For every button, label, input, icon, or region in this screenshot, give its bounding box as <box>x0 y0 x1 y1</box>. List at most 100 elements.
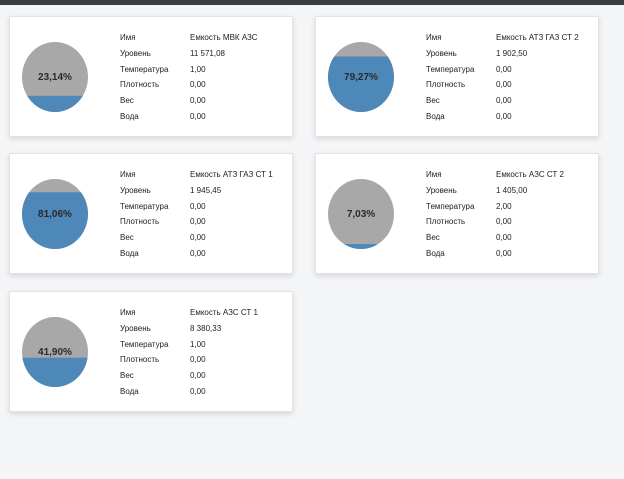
label-level: Уровень <box>426 185 457 195</box>
row-density: Плотность 0,00 <box>426 214 596 230</box>
tank-card: 81,06% Имя Емкость АТЗ ГАЗ СТ 1 Уровень 1 … <box>9 153 293 274</box>
value-temperature: 2,00 <box>496 201 512 211</box>
tank-card: 7,03% Имя Емкость АЗС СТ 2 Уровень 1 405,0… <box>315 153 599 274</box>
top-bar <box>0 0 624 5</box>
label-density: Плотность <box>426 217 466 227</box>
label-level: Уровень <box>426 48 457 58</box>
row-water: Вода 0,00 <box>426 246 596 262</box>
label-temperature: Температура <box>120 201 169 211</box>
row-water: Вода 0,00 <box>120 384 290 400</box>
row-level: Уровень 8 380,33 <box>120 321 290 337</box>
value-level: 1 945,45 <box>190 185 222 195</box>
label-water: Вода <box>426 111 445 121</box>
row-temperature: Температура 1,00 <box>120 62 290 78</box>
label-temperature: Температура <box>120 339 169 349</box>
value-level: 1 902,50 <box>496 48 528 58</box>
label-name: Имя <box>120 308 136 317</box>
label-water: Вода <box>120 386 139 396</box>
label-weight: Вес <box>426 96 440 106</box>
value-temperature: 1,00 <box>190 339 206 349</box>
row-density: Плотность 0,00 <box>120 214 290 230</box>
tank-card: 79,27% Имя Емкость АТЗ ГАЗ СТ 2 Уровень 1 … <box>315 16 599 137</box>
label-name: Имя <box>120 170 136 179</box>
tank-level-gauge: 79,27% <box>328 42 394 112</box>
tank-card: 23,14% Имя Емкость МВК АЗС Уровень 11 571,… <box>9 16 293 137</box>
row-name: Имя Емкость АТЗ ГАЗ СТ 2 <box>426 30 596 46</box>
label-water: Вода <box>120 111 139 121</box>
value-name: Емкость АТЗ ГАЗ СТ 2 <box>496 33 579 42</box>
row-density: Плотность 0,00 <box>120 352 290 368</box>
gauge-fill-level <box>328 244 394 249</box>
value-weight: 0,00 <box>496 96 512 106</box>
value-water: 0,00 <box>496 111 512 121</box>
row-name: Имя Емкость АЗС СТ 2 <box>426 167 596 183</box>
gauge-empty-area <box>328 179 394 249</box>
row-density: Плотность 0,00 <box>426 77 596 93</box>
row-water: Вода 0,00 <box>426 109 596 125</box>
value-water: 0,00 <box>190 248 206 258</box>
value-density: 0,00 <box>496 80 512 90</box>
tank-percent-label: 7,03% <box>346 208 376 220</box>
row-temperature: Температура 2,00 <box>426 199 596 215</box>
label-weight: Вес <box>120 371 134 381</box>
row-level: Уровень 11 571,08 <box>120 46 290 62</box>
gauge-empty-area <box>22 42 88 112</box>
row-weight: Вес 0,00 <box>426 230 596 246</box>
row-name: Имя Емкость АЗС СТ 1 <box>120 305 290 321</box>
label-water: Вода <box>426 248 445 258</box>
label-name: Имя <box>426 170 442 179</box>
value-name: Емкость МВК АЗС <box>190 33 258 42</box>
row-water: Вода 0,00 <box>120 246 290 262</box>
label-density: Плотность <box>120 355 160 365</box>
value-water: 0,00 <box>190 386 206 396</box>
value-level: 11 571,08 <box>190 48 225 58</box>
value-weight: 0,00 <box>190 371 206 381</box>
tank-info-table: Имя Емкость АЗС СТ 1 Уровень 8 380,33 Темп… <box>120 305 290 400</box>
value-water: 0,00 <box>496 248 512 258</box>
label-temperature: Температура <box>426 64 475 74</box>
value-density: 0,00 <box>496 217 512 227</box>
value-name: Емкость АЗС СТ 2 <box>496 170 564 179</box>
label-level: Уровень <box>120 185 151 195</box>
label-level: Уровень <box>120 48 151 58</box>
tank-level-gauge: 41,90% <box>22 317 88 387</box>
value-water: 0,00 <box>190 111 206 121</box>
label-name: Имя <box>120 33 136 42</box>
value-weight: 0,00 <box>190 96 206 106</box>
value-temperature: 0,00 <box>496 64 512 74</box>
tank-info-table: Имя Емкость АТЗ ГАЗ СТ 2 Уровень 1 902,50 … <box>426 30 596 125</box>
tank-percent-label: 81,06% <box>38 208 72 220</box>
value-weight: 0,00 <box>496 233 512 243</box>
value-level: 1 405,00 <box>496 185 528 195</box>
label-density: Плотность <box>426 80 466 90</box>
value-density: 0,00 <box>190 217 206 227</box>
row-name: Имя Емкость АТЗ ГАЗ СТ 1 <box>120 167 290 183</box>
tank-info-table: Имя Емкость АЗС СТ 2 Уровень 1 405,00 Темп… <box>426 167 596 262</box>
gauge-fill-level <box>22 192 88 249</box>
row-weight: Вес 0,00 <box>426 93 596 109</box>
row-density: Плотность 0,00 <box>120 77 290 93</box>
row-temperature: Температура 0,00 <box>120 199 290 215</box>
tank-percent-label: 41,90% <box>38 346 72 358</box>
label-temperature: Температура <box>426 201 475 211</box>
tank-info-table: Имя Емкость МВК АЗС Уровень 11 571,08 Темп… <box>120 30 290 125</box>
tank-card: 41,90% Имя Емкость АЗС СТ 1 Уровень 8 380,… <box>9 291 293 412</box>
row-weight: Вес 0,00 <box>120 230 290 246</box>
value-temperature: 0,00 <box>190 201 206 211</box>
tank-level-gauge: 81,06% <box>22 179 88 249</box>
label-water: Вода <box>120 248 139 258</box>
row-weight: Вес 0,00 <box>120 368 290 384</box>
row-level: Уровень 1 405,00 <box>426 183 596 199</box>
value-density: 0,00 <box>190 80 206 90</box>
tank-level-gauge: 23,14% <box>22 42 88 112</box>
tank-info-table: Имя Емкость АТЗ ГАЗ СТ 1 Уровень 1 945,45 … <box>120 167 290 262</box>
label-weight: Вес <box>120 233 134 243</box>
row-water: Вода 0,00 <box>120 109 290 125</box>
label-density: Плотность <box>120 80 160 90</box>
value-density: 0,00 <box>190 355 206 365</box>
row-weight: Вес 0,00 <box>120 93 290 109</box>
label-temperature: Температура <box>120 64 169 74</box>
tank-percent-label: 23,14% <box>38 71 72 83</box>
row-level: Уровень 1 945,45 <box>120 183 290 199</box>
label-density: Плотность <box>120 217 160 227</box>
